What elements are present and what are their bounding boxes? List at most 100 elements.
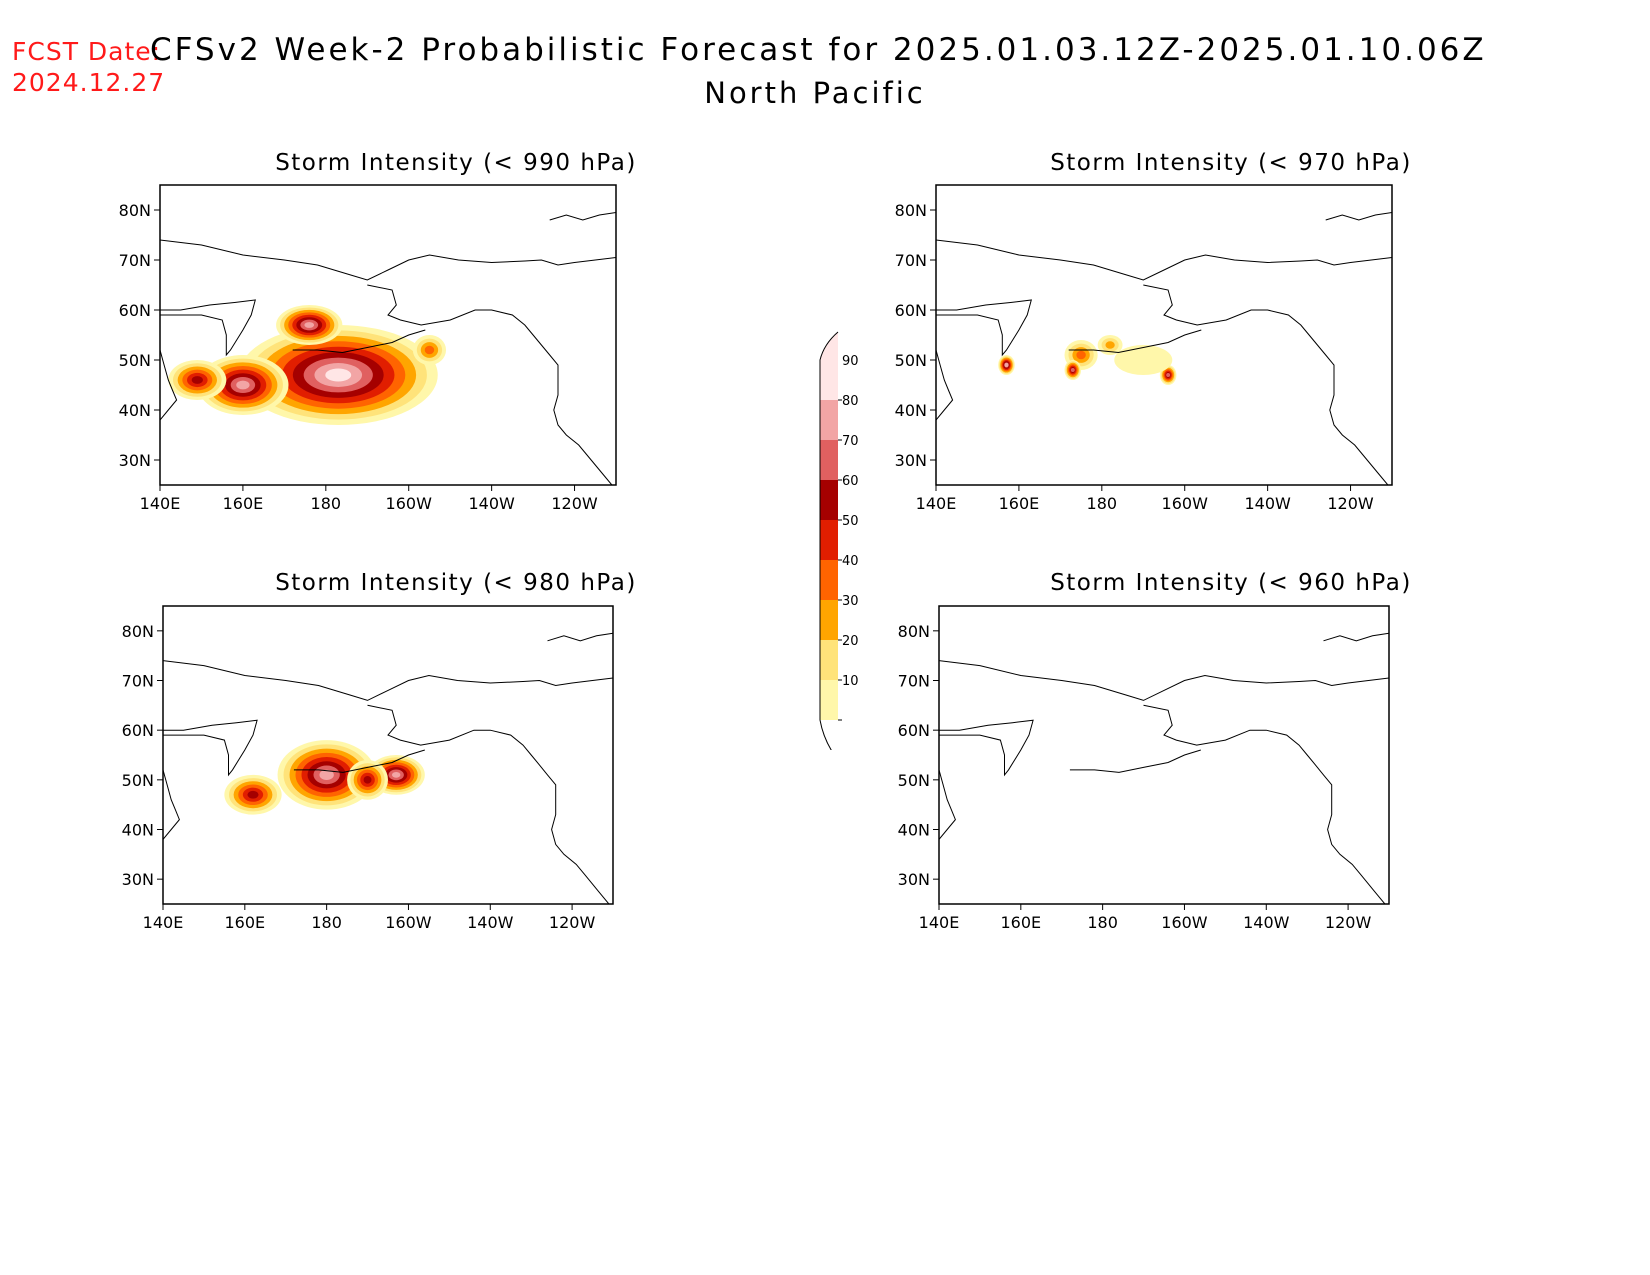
probability-contour <box>1105 341 1115 349</box>
lat-tick-label: 50N <box>898 771 930 790</box>
probability-contour <box>1166 373 1171 377</box>
lat-tick-label: 60N <box>119 301 151 320</box>
coastline <box>1068 329 1202 354</box>
forecast-date-value: 2024.12.27 <box>12 68 166 97</box>
lat-tick-label: 80N <box>898 622 930 641</box>
lat-tick-label: 70N <box>119 251 151 270</box>
lon-tick-label: 180 <box>1087 913 1118 932</box>
map-frame <box>159 184 617 486</box>
lat-tick-label: 70N <box>898 672 930 691</box>
colorbar-segment <box>820 440 838 480</box>
lat-tick-label: 40N <box>119 401 151 420</box>
map-frame <box>935 184 1393 486</box>
lat-tick-label: 60N <box>898 721 930 740</box>
probability-contour <box>1114 345 1173 375</box>
coastline <box>160 299 256 357</box>
colorbar-segment <box>820 680 838 720</box>
coastline <box>367 704 610 904</box>
lon-tick-label: 120W <box>1327 494 1374 513</box>
coastline <box>292 329 426 354</box>
lat-tick-label: 30N <box>898 870 930 889</box>
panel-title-980: Storm Intensity (< 980 hPa) <box>275 570 637 596</box>
coastline <box>1323 632 1389 642</box>
lat-tick-label: 50N <box>122 771 154 790</box>
colorbar-label: 10 <box>842 674 859 689</box>
lon-tick-label: 160W <box>1162 494 1209 513</box>
forecast-date-label: FCST Date: <box>12 37 162 66</box>
probability-contour <box>247 790 259 799</box>
colorbar-label: 60 <box>842 474 859 489</box>
colorbar-label: 50 <box>842 514 859 529</box>
colorbar-label: 80 <box>842 394 859 409</box>
coastline <box>936 349 954 421</box>
colorbar-label: 30 <box>842 594 859 609</box>
coastline <box>936 239 1392 281</box>
lon-tick-label: 140W <box>1244 494 1291 513</box>
coastline <box>160 239 616 281</box>
lon-tick-label: 180 <box>311 494 342 513</box>
colorbar-segment <box>820 360 838 400</box>
colorbar-segment <box>820 520 838 560</box>
lon-tick-label: 180 <box>1087 494 1118 513</box>
map-panel-970: 140E 160E 180 160W 140W 120W 80N 70N 60N 50N 40N 30… <box>895 184 1393 513</box>
lon-tick-label: 160W <box>385 913 432 932</box>
map-panel-990: 140E 160E 180 160W 140W 120W 80N 70N 60N 50N 40N 30… <box>119 184 617 513</box>
colorbar-label: 70 <box>842 434 859 449</box>
panel-title-990: Storm Intensity (< 990 hPa) <box>275 150 637 176</box>
lat-tick-label: 40N <box>898 821 930 840</box>
lon-tick-label: 160E <box>224 913 265 932</box>
lat-tick-label: 50N <box>895 351 927 370</box>
coastline <box>163 769 180 840</box>
coastline <box>1143 704 1386 904</box>
page-title: CFSv2 Week-2 Probabilistic Forecast for … <box>150 32 1487 68</box>
lon-tick-label: 160E <box>223 494 264 513</box>
coastline <box>1325 212 1392 221</box>
lat-tick-label: 30N <box>122 870 154 889</box>
colorbar-segment <box>820 400 838 440</box>
lat-tick-label: 60N <box>895 301 927 320</box>
lon-tick-label: 140E <box>916 494 957 513</box>
lon-tick-label: 140W <box>1243 913 1290 932</box>
lon-tick-label: 140E <box>919 913 960 932</box>
coastline <box>1143 284 1389 485</box>
coastline <box>547 632 613 642</box>
coastline <box>939 769 956 840</box>
colorbar-segment <box>820 480 838 520</box>
lon-tick-label: 140E <box>140 494 181 513</box>
lon-tick-label: 140W <box>468 494 515 513</box>
probability-contour <box>1070 368 1075 372</box>
lat-tick-label: 80N <box>119 201 151 220</box>
coastline <box>163 660 613 701</box>
lon-tick-label: 160W <box>1161 913 1208 932</box>
panel-title-960: Storm Intensity (< 960 hPa) <box>1050 570 1412 596</box>
lon-tick-label: 140E <box>143 913 184 932</box>
probability-contour <box>304 322 315 328</box>
coastline <box>367 284 613 485</box>
coastline <box>939 719 1034 777</box>
lat-tick-label: 40N <box>122 821 154 840</box>
coastline <box>1069 749 1201 773</box>
forecast-date: FCST Date: 2024.12.27 <box>12 36 165 98</box>
map-panel-980: 140E 160E 180 160W 140W 120W 80N 70N 60N 50N 40N 30… <box>122 605 614 932</box>
colorbar-segment <box>820 332 838 360</box>
colorbar-segment <box>820 600 838 640</box>
lat-tick-label: 80N <box>122 622 154 641</box>
lon-tick-label: 160E <box>999 494 1040 513</box>
probability-contour <box>325 368 352 382</box>
panel-title-970: Storm Intensity (< 970 hPa) <box>1050 150 1412 176</box>
probability-contour <box>236 380 250 390</box>
coastline <box>163 719 258 777</box>
lon-tick-label: 180 <box>311 913 342 932</box>
lat-tick-label: 40N <box>895 401 927 420</box>
lat-tick-label: 60N <box>122 721 154 740</box>
colorbar: 10 20 30 40 50 60 70 80 90 <box>819 331 859 750</box>
coastline <box>293 749 425 773</box>
lon-tick-label: 120W <box>549 913 596 932</box>
lon-tick-label: 140W <box>467 913 514 932</box>
coastline <box>160 349 178 421</box>
lat-tick-label: 70N <box>122 672 154 691</box>
coastline <box>939 660 1389 701</box>
probability-contour <box>319 769 334 780</box>
page-subtitle: North Pacific <box>704 76 926 110</box>
lon-tick-label: 160E <box>1000 913 1041 932</box>
